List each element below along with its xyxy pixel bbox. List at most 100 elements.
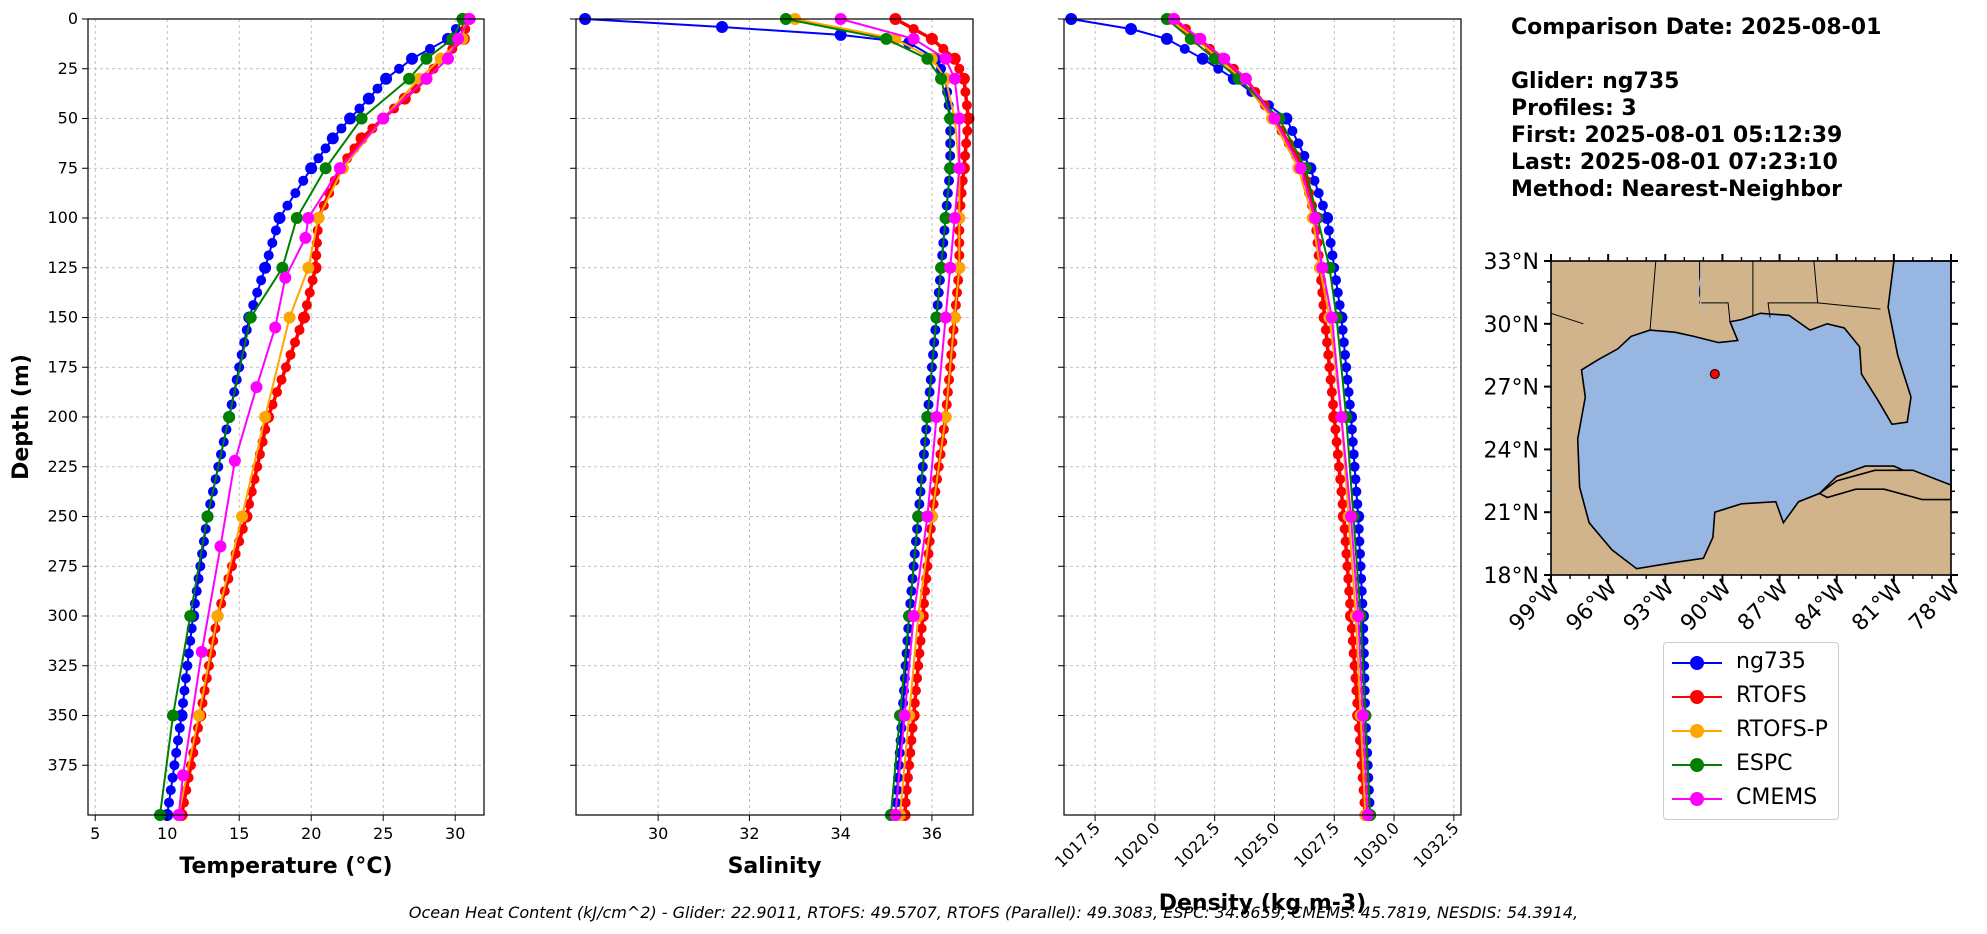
legend-item: RTOFS-P (1664, 713, 1838, 747)
map-lat-label: 27°N (1484, 376, 1539, 401)
data-point-espc (201, 510, 214, 523)
data-point-cmems (921, 510, 934, 523)
legend: ng735 RTOFS RTOFS-P ESPC CMEMS (1663, 642, 1839, 820)
data-point-ng735 (183, 648, 194, 659)
data-point-rtofs (285, 349, 296, 360)
data-point-rtofs (1335, 474, 1346, 485)
data-point-ng735 (180, 673, 191, 684)
data-point-ng735 (1309, 175, 1320, 186)
data-point-rtofs (1326, 387, 1337, 398)
data-point-rtofs (948, 52, 961, 65)
data-point-ng735 (1321, 212, 1334, 224)
data-point-espc (944, 162, 957, 175)
legend-marker-espc (1690, 758, 1704, 772)
data-point-ng735 (1342, 374, 1353, 385)
data-point-ng735 (1213, 63, 1224, 74)
data-point-ng735 (1349, 461, 1360, 472)
data-point-rtofs (912, 673, 923, 684)
data-point-rtofs (1325, 374, 1336, 385)
data-point-ng735 (165, 785, 176, 796)
data-point-rtofs (281, 362, 291, 373)
x-tick-label: 1032.5 (1410, 818, 1463, 871)
data-point-rtofs (906, 735, 917, 746)
legend-label: ng735 (1736, 649, 1806, 674)
data-point-espc (944, 112, 957, 125)
data-point-ng735 (320, 143, 331, 154)
data-point-cmems (930, 411, 943, 423)
data-point-rtofs (910, 685, 921, 696)
data-point-ng735 (1313, 188, 1324, 199)
data-point-espc (921, 411, 934, 423)
data-point-ng735 (1160, 32, 1173, 45)
data-point-rtofs (1341, 548, 1352, 559)
panel-salinity: 30 32 34 36 Salinity (570, 13, 975, 879)
y-tick-label: 100 (47, 208, 78, 227)
data-point-ng735 (174, 722, 185, 733)
data-point-ng735 (362, 92, 375, 105)
map-lat-label: 21°N (1484, 501, 1539, 526)
data-point-rtofs (290, 337, 300, 348)
legend-item: RTOFS (1664, 679, 1838, 713)
data-point-rtofs (1345, 598, 1356, 609)
legend-label: CMEMS (1736, 785, 1818, 810)
legend-item: ng735 (1664, 645, 1838, 679)
x-tick-label: 30 (648, 824, 668, 843)
data-point-espc (880, 32, 893, 45)
data-point-rtofs (913, 660, 924, 671)
x-tick-label: 25 (373, 824, 393, 843)
data-point-rtofs (1336, 486, 1347, 497)
data-point-rtofs (367, 123, 378, 134)
data-point-ng735 (1327, 250, 1338, 261)
x-tick-label: 1020.0 (1111, 818, 1164, 871)
data-point-cmems (1344, 510, 1357, 523)
data-point-ng735 (1343, 387, 1354, 398)
data-point-ng735 (1354, 536, 1365, 547)
data-point-ng735 (1352, 499, 1363, 510)
data-point-rtofs-p (283, 311, 296, 324)
glider-position-marker (1709, 369, 1720, 380)
state-border (1817, 302, 1881, 310)
data-point-espc (184, 610, 197, 622)
y-tick-label: 325 (47, 656, 78, 675)
data-point-rtofs (1346, 623, 1357, 634)
x-tick-label: 10 (157, 824, 177, 843)
data-point-rtofs (1328, 399, 1339, 410)
method: Method: Nearest-Neighbor (1511, 177, 1842, 202)
data-point-ng735 (1344, 399, 1355, 410)
data-point-rtofs (904, 760, 915, 771)
profile-count: Profiles: 3 (1511, 96, 1637, 121)
data-point-rtofs (923, 548, 934, 559)
data-point-espc (420, 52, 433, 65)
x-axis-label: Density (kg m-3) (1159, 891, 1367, 916)
data-point-ng735 (1340, 349, 1351, 360)
ohc-footer: Ocean Heat Content (kJ/cm^2) - Glider: 2… (408, 903, 1579, 922)
x-tick-label: 20 (301, 824, 321, 843)
map-lon-label: 93°W (1619, 575, 1680, 636)
data-point-espc (921, 52, 934, 65)
data-point-ng735 (372, 83, 383, 94)
data-point-rtofs (276, 374, 287, 385)
data-point-rtofs-p (302, 261, 315, 274)
data-point-cmems (279, 271, 292, 284)
data-point-rtofs (267, 399, 278, 410)
y-tick-label: 50 (58, 109, 78, 128)
data-point-cmems (228, 454, 241, 467)
data-point-rtofs (1347, 635, 1358, 646)
data-point-ng735 (1287, 125, 1298, 136)
data-point-ng735 (273, 212, 286, 224)
data-point-ng735 (394, 63, 405, 74)
data-point-ng735 (313, 153, 324, 164)
data-point-cmems (939, 311, 952, 324)
x-axis-label: Salinity (728, 854, 822, 879)
data-point-rtofs-p (192, 709, 205, 722)
x-tick-label: 1017.5 (1051, 818, 1104, 871)
data-point-ng735 (263, 250, 274, 261)
y-tick-label: 275 (47, 556, 78, 575)
data-point-rtofs-p (953, 261, 966, 274)
y-tick-label: 225 (47, 457, 78, 476)
data-point-cmems (1309, 212, 1322, 224)
data-point-espc (355, 112, 368, 125)
x-tick-label: 1022.5 (1170, 818, 1223, 871)
data-point-rtofs (1330, 424, 1341, 435)
legend-marker-rtofs (1690, 690, 1704, 704)
